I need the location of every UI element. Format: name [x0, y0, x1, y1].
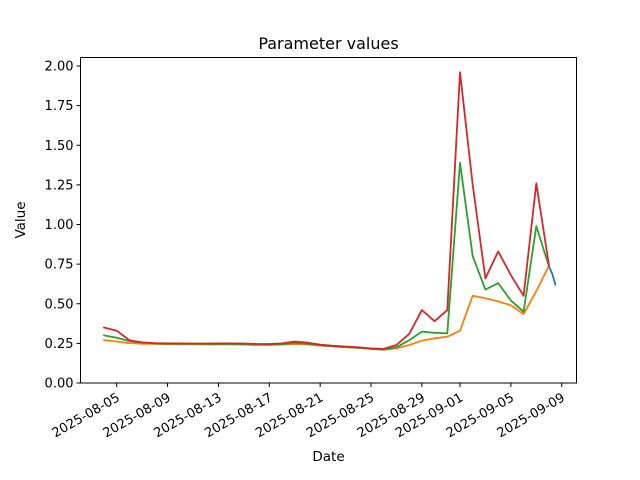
plot-layer: 0.000.250.500.751.001.251.501.752.002025… [45, 57, 577, 441]
y-tick-label: 2.00 [45, 60, 74, 75]
y-tick-label: 0.75 [45, 258, 74, 273]
y-tick-label: 0.25 [45, 337, 74, 352]
y-tick-label: 1.00 [45, 218, 74, 233]
y-tick-label: 1.75 [45, 99, 74, 114]
y-axis-label: Value [13, 201, 29, 238]
y-tick-label: 0.50 [45, 297, 74, 312]
axes-box [80, 57, 577, 384]
y-tick-label: 0.00 [45, 377, 74, 392]
series-blue-line [548, 265, 557, 286]
series-red-line [103, 71, 550, 350]
series-orange-line [103, 264, 550, 351]
y-tick-label: 1.50 [45, 139, 74, 154]
x-axis-label: Date [312, 449, 344, 465]
y-tick-label: 1.25 [45, 178, 74, 193]
chart-title: Parameter values [258, 34, 398, 53]
